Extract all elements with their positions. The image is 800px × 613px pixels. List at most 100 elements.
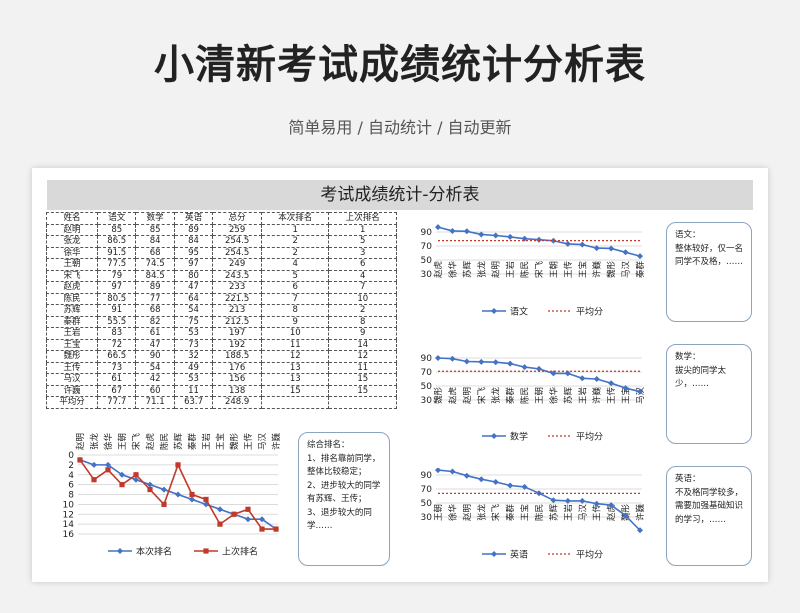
data-point xyxy=(507,360,514,367)
table-cell: 语文 xyxy=(97,212,137,225)
data-point xyxy=(161,501,167,507)
x-tick-label: 苏辉 xyxy=(173,432,184,450)
table-cell: 宋飞 xyxy=(45,269,99,282)
table-cell: 233 xyxy=(212,281,263,294)
table-cell: 王传 xyxy=(45,361,99,374)
y-tick-label: 90 xyxy=(421,228,433,238)
table-cell: 15 xyxy=(328,373,397,386)
y-tick-label: 8 xyxy=(68,491,74,501)
table-header-row: 姓名 语文 数学 英语 总分 本次排名 上次排名 xyxy=(45,212,397,225)
table-cell: 4 xyxy=(328,269,397,282)
table-cell: 本次排名 xyxy=(261,212,330,225)
table-cell: 姓名 xyxy=(45,212,99,225)
table-cell: 79 xyxy=(97,269,137,282)
table-cell: 13 xyxy=(261,361,330,374)
table-cell: 77.7 xyxy=(97,396,137,409)
data-point xyxy=(259,526,265,532)
x-tick-label: 魏彤 xyxy=(433,386,444,404)
y-tick-label: 16 xyxy=(63,530,75,540)
data-point xyxy=(273,526,279,532)
table-cell: 60 xyxy=(135,384,175,397)
table-cell: 11 xyxy=(173,384,214,397)
x-tick-label: 陈民 xyxy=(520,387,531,404)
legend-label: 平均分 xyxy=(576,306,603,318)
table-average-row: 平均分 77.7 71.1 63.7 248.9 xyxy=(45,396,397,409)
x-tick-label: 王宝 xyxy=(520,504,531,521)
ranking-note: 综合排名： 1、排名靠前同学，整体比较稳定； 2、进步较大的同学有苏辉、王传； … xyxy=(298,432,390,566)
data-point xyxy=(593,376,600,382)
x-tick-label: 魏彤 xyxy=(229,432,240,450)
table-cell: 54 xyxy=(173,304,214,317)
x-tick-label: 马汉 xyxy=(258,432,268,450)
x-tick-label: 陈民 xyxy=(534,504,545,521)
table-cell: 7 xyxy=(328,281,397,294)
table-cell: 97 xyxy=(97,281,137,294)
table-cell: 王朝 xyxy=(45,258,99,271)
x-tick-label: 王朝 xyxy=(549,261,559,278)
table-cell: 249 xyxy=(212,258,263,271)
table-cell: 5 xyxy=(328,235,397,248)
table-cell: 2 xyxy=(261,246,330,259)
table-row: 马汉 61 42 53 156 13 15 xyxy=(45,373,397,386)
x-tick-label: 许巍 xyxy=(635,503,646,521)
data-point xyxy=(550,237,557,244)
table-cell: 82 xyxy=(135,315,175,328)
table-cell: 90 xyxy=(135,350,175,363)
legend-label: 本次排名 xyxy=(136,546,172,558)
x-tick-label: 王传 xyxy=(592,503,603,521)
table-cell: 6 xyxy=(261,281,330,294)
table-cell: 259 xyxy=(212,223,263,236)
math-chart: 30 50 70 90 魏彤 赵虎 赵明 宋飞 张龙 秦群 陈民 王朝 徐华 苏辉 王岩 许巍 王传 王宝 马汉数学… xyxy=(421,354,646,443)
english-chart: 30 50 70 90 王朝 徐华 赵明 张龙 宋飞 秦群 王宝 陈民 苏辉 王岩 马汉 王传 赵虎 魏彤 许巍英语… xyxy=(421,468,646,561)
data-point xyxy=(175,491,181,498)
table-cell: 陈民 xyxy=(45,292,99,305)
table-cell: 数学 xyxy=(135,212,175,225)
legend-label: 数学 xyxy=(510,431,528,443)
table-cell: 上次排名 xyxy=(328,212,397,225)
math-note-text: 数学： 拔尖的同学太少，…… xyxy=(675,352,727,389)
x-tick-label: 赵虎 xyxy=(433,261,444,278)
x-tick-label: 马汉 xyxy=(578,503,588,521)
legend-marker xyxy=(117,548,123,554)
x-tick-label: 赵明 xyxy=(462,387,473,404)
table-cell: 192 xyxy=(212,338,263,351)
data-point xyxy=(608,380,615,387)
data-point xyxy=(579,375,586,382)
table-cell: 77.5 xyxy=(97,258,137,271)
data-point xyxy=(161,486,167,493)
x-tick-label: 秦群 xyxy=(505,503,516,521)
table-cell: 68 xyxy=(135,246,175,259)
table-cell: 魏彤 xyxy=(45,350,99,363)
table-cell: 61 xyxy=(135,327,175,340)
x-tick-label: 宋飞 xyxy=(534,260,545,278)
data-point xyxy=(536,365,542,372)
table-cell: 6 xyxy=(328,258,397,271)
table-row: 张龙 86.5 84 84 254.5 2 5 xyxy=(45,235,397,248)
table-cell: 13 xyxy=(261,373,330,386)
x-tick-label: 魏彤 xyxy=(621,503,632,521)
data-point xyxy=(507,482,514,489)
table-cell: 许巍 xyxy=(45,384,99,397)
table-row: 苏辉 91 68 54 213 8 2 xyxy=(45,304,397,317)
table-cell: 213 xyxy=(212,304,263,317)
data-point xyxy=(550,370,557,377)
data-point xyxy=(245,506,251,512)
y-tick-label: 10 xyxy=(63,500,75,510)
table-cell: 12 xyxy=(261,350,330,363)
data-point xyxy=(593,245,600,252)
table-cell: 10 xyxy=(328,292,397,305)
table-cell: 1 xyxy=(328,223,397,236)
y-tick-label: 50 xyxy=(421,256,433,266)
table-cell: 8 xyxy=(328,315,397,328)
table-cell: 赵明 xyxy=(45,223,99,236)
page-subtitle: 简单易用 / 自动统计 / 自动更新 xyxy=(288,118,512,137)
table-cell: 张龙 xyxy=(45,235,99,248)
table-cell: 91 xyxy=(97,304,137,317)
data-point xyxy=(463,472,470,479)
table-cell: 9 xyxy=(261,315,330,328)
x-tick-label: 陈民 xyxy=(159,433,170,450)
data-point xyxy=(463,228,470,235)
x-tick-label: 赵虎 xyxy=(447,387,458,404)
table-row: 王岩 83 61 53 197 10 9 xyxy=(45,327,397,340)
table-cell: 77 xyxy=(135,292,175,305)
